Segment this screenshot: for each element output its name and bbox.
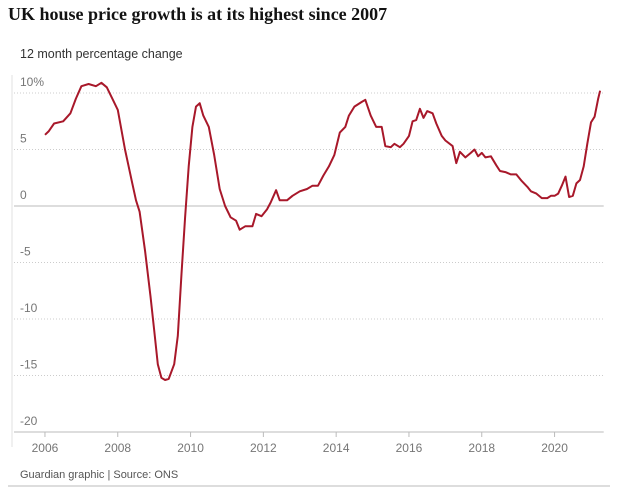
data-line [44, 81, 602, 381]
x-tick-label: 2014 [323, 441, 350, 455]
y-tick-label: -15 [20, 358, 38, 372]
y-tick-label: -20 [20, 414, 38, 428]
x-tick-label: 2020 [541, 441, 568, 455]
x-tick-label: 2018 [468, 441, 495, 455]
y-tick-label: 5 [20, 132, 27, 146]
y-tick-label: 10% [20, 75, 44, 89]
x-tick-label: 2008 [104, 441, 131, 455]
chart-title: UK house price growth is at its highest … [8, 4, 387, 24]
x-tick-label: 2006 [32, 441, 59, 455]
y-tick-label: 0 [20, 188, 27, 202]
y-tick-label: -5 [20, 245, 31, 259]
x-tick-label: 2016 [396, 441, 423, 455]
chart-subtitle: 12 month percentage change [20, 47, 183, 61]
source-note: Guardian graphic | Source: ONS [20, 469, 178, 481]
x-tick-label: 2010 [177, 441, 204, 455]
x-tick-label: 2012 [250, 441, 277, 455]
y-tick-label: -10 [20, 301, 38, 315]
